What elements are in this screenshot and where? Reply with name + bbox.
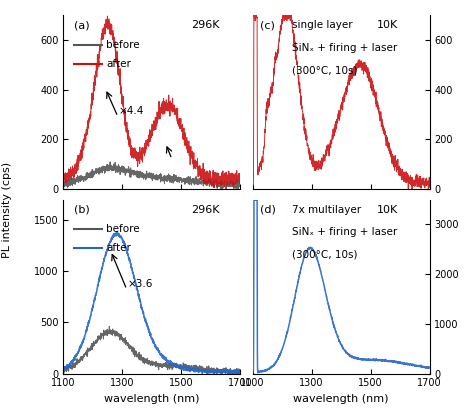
Text: after: after (106, 59, 131, 69)
Text: (300°C, 10s): (300°C, 10s) (292, 250, 357, 260)
Text: before: before (106, 39, 139, 49)
Text: (c): (c) (260, 20, 274, 30)
Text: 10K: 10K (376, 20, 398, 30)
Text: SiNₓ + firing + laser: SiNₓ + firing + laser (292, 43, 397, 53)
X-axis label: wavelength (nm): wavelength (nm) (104, 394, 200, 404)
Text: 7x multilayer: 7x multilayer (292, 205, 361, 215)
Text: 296K: 296K (191, 205, 219, 215)
Text: 10K: 10K (376, 205, 398, 215)
Text: SiNₓ + firing + laser: SiNₓ + firing + laser (292, 228, 397, 238)
Text: before: before (106, 224, 139, 234)
Text: 296K: 296K (191, 20, 219, 30)
Text: (a): (a) (74, 20, 90, 30)
Text: (d): (d) (260, 205, 275, 215)
Text: (300°C, 10s): (300°C, 10s) (292, 65, 357, 75)
Text: after: after (106, 243, 131, 253)
Text: (b): (b) (74, 205, 90, 215)
Text: ×3.6: ×3.6 (128, 279, 153, 289)
Text: PL intensity (cps): PL intensity (cps) (2, 161, 12, 258)
X-axis label: wavelength (nm): wavelength (nm) (293, 394, 389, 404)
Text: ×4.4: ×4.4 (119, 106, 144, 116)
Text: single layer: single layer (292, 20, 352, 30)
